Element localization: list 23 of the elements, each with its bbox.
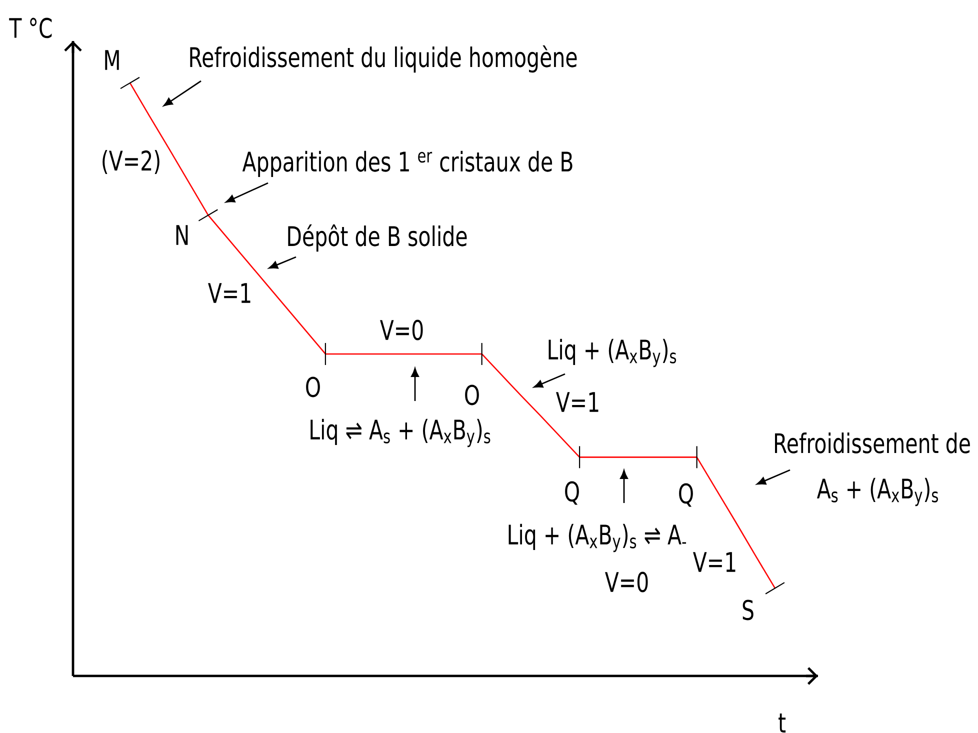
annotation: Q bbox=[565, 481, 579, 505]
text: A$_{s}$ + (A$_{x}$B$_{y}$)$_{s}$ bbox=[816, 478, 938, 506]
text: Refroidissement du liquide homogène bbox=[190, 45, 577, 73]
text: M bbox=[105, 50, 119, 70]
annotation: Refroidissement de bbox=[775, 432, 970, 454]
annotation: Dépôt de B solide bbox=[288, 224, 467, 252]
annotation: O bbox=[306, 376, 320, 398]
annotation: Liq + (A$_{x}$B$_{y}$)$_{s}$ bbox=[548, 338, 676, 368]
annotation: (V=2) bbox=[102, 150, 160, 174]
annotation: Q bbox=[679, 483, 693, 507]
x-axis-title: t bbox=[778, 713, 786, 732]
annotation: V=0 bbox=[380, 320, 423, 340]
annotation: V=1 bbox=[693, 552, 736, 572]
annotation: Apparition des 1 $^{er}$ cristaux de B bbox=[242, 150, 572, 178]
annotation: N bbox=[176, 225, 188, 245]
annotation: V=1 bbox=[208, 283, 250, 303]
annotation: Liq ⇌ A$_{s}$ + (A$_{x}$B$_{y}$)$_{s}$ bbox=[310, 418, 490, 448]
annotation: V=1 bbox=[556, 392, 598, 412]
y-axis-title: T °C bbox=[9, 18, 52, 38]
annotation: V=0 bbox=[605, 572, 648, 592]
annotation: Liq + (A$_{x}$B$_{y}$)$_{s}$ ⇌ A$_{-}$ bbox=[508, 524, 686, 552]
annotation: S bbox=[742, 600, 754, 620]
annotation: O bbox=[465, 384, 479, 406]
